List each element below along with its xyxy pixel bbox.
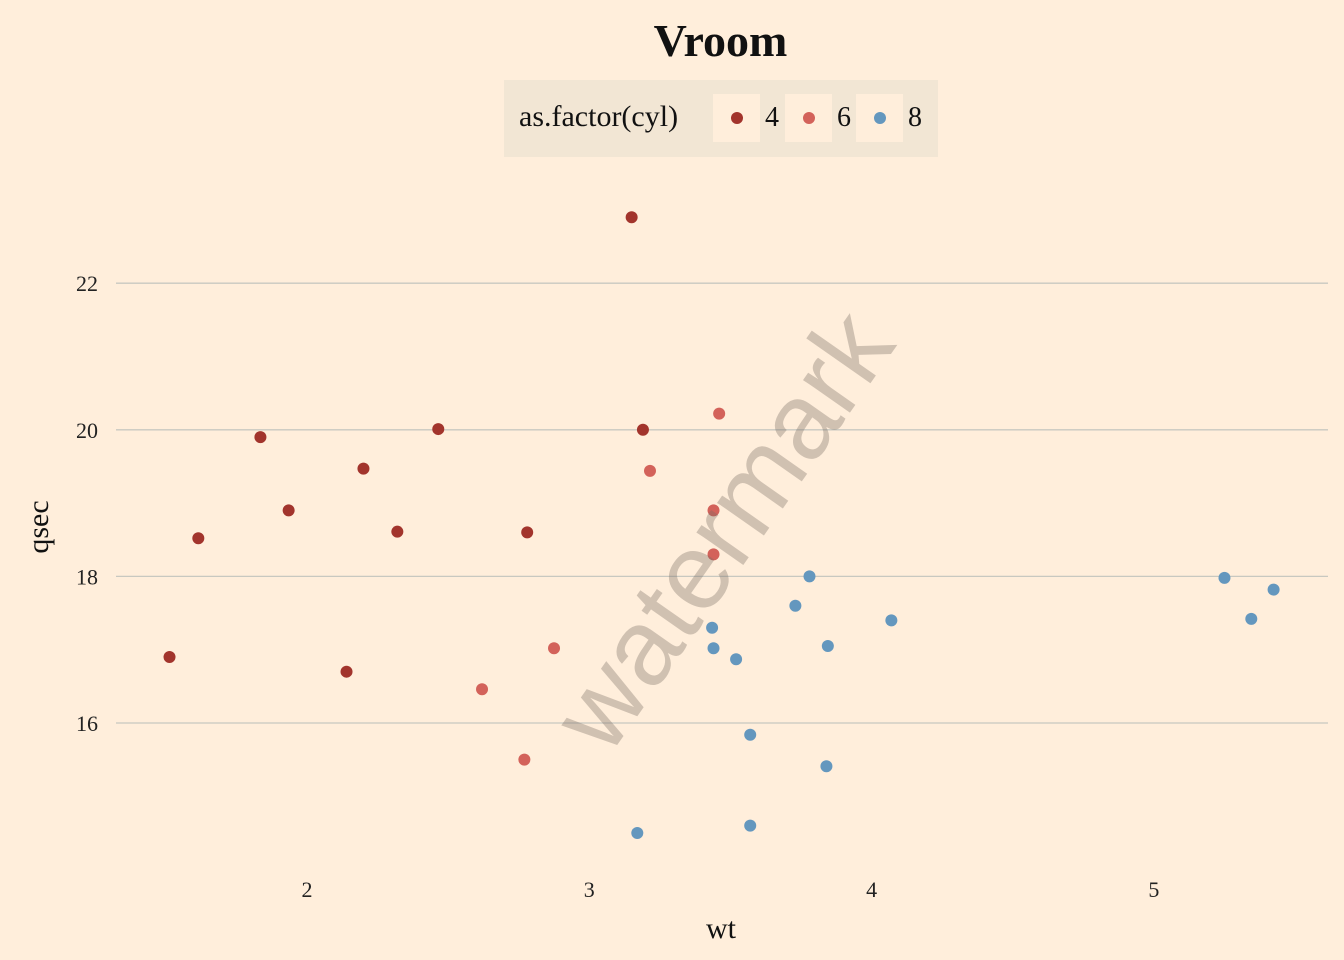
x-axis-label: wt [706, 912, 737, 945]
point-cyl4-5 [254, 431, 267, 444]
data-points [163, 211, 1280, 839]
y-tick-label-20: 20 [76, 418, 98, 443]
legend: as.factor(cyl) 4 6 8 [504, 80, 938, 157]
point-cyl6-0 [476, 683, 489, 696]
point-cyl4-3 [357, 462, 370, 475]
point-cyl4-7 [282, 504, 295, 517]
y-tick-labels: 16 18 20 22 [76, 271, 98, 736]
point-cyl8-0 [707, 642, 720, 655]
y-tick-label-18: 18 [76, 564, 98, 589]
legend-label-4: 4 [765, 102, 779, 133]
point-cyl8-6 [1267, 583, 1280, 596]
legend-label-8: 8 [908, 102, 922, 133]
point-cyl4-6 [432, 423, 445, 436]
point-cyl4-0 [391, 525, 404, 538]
point-cyl6-1 [548, 642, 561, 655]
x-tick-label-5: 5 [1148, 877, 1159, 902]
legend-marker-6 [803, 112, 815, 124]
legend-key-8 [856, 94, 903, 142]
legend-label-6: 6 [837, 102, 851, 133]
point-cyl6-4 [707, 548, 720, 561]
legend-marker-8 [874, 112, 886, 124]
point-cyl8-9 [706, 621, 719, 634]
y-tick-label-16: 16 [76, 711, 98, 736]
point-cyl8-5 [1218, 571, 1231, 584]
legend-title: as.factor(cyl) [519, 100, 679, 133]
point-cyl4-9 [163, 651, 176, 664]
x-tick-labels: 2 3 4 5 [302, 877, 1160, 902]
point-cyl8-1 [744, 728, 757, 741]
point-cyl8-10 [820, 760, 833, 773]
point-cyl4-10 [521, 526, 534, 539]
point-cyl8-13 [744, 819, 757, 832]
point-cyl8-3 [789, 599, 802, 612]
y-tick-label-22: 22 [76, 271, 98, 296]
point-cyl6-5 [707, 504, 720, 517]
legend-key-4 [713, 94, 760, 142]
chart-title: Vroom [653, 15, 788, 66]
point-cyl4-2 [625, 211, 638, 224]
point-cyl8-12 [631, 826, 644, 839]
x-tick-label-2: 2 [302, 877, 313, 902]
point-cyl8-2 [885, 614, 898, 627]
legend-marker-4 [731, 112, 743, 124]
y-axis-label: qsec [22, 500, 55, 553]
x-tick-label-4: 4 [866, 877, 877, 902]
point-cyl8-4 [803, 570, 816, 583]
point-cyl6-2 [643, 464, 656, 477]
point-cyl4-4 [192, 532, 205, 545]
point-cyl4-1 [636, 423, 649, 436]
point-cyl8-7 [1245, 612, 1258, 625]
point-cyl8-8 [730, 653, 743, 666]
legend-key-6 [785, 94, 832, 142]
point-cyl6-3 [713, 407, 726, 420]
point-cyl8-11 [821, 640, 834, 653]
point-cyl6-6 [518, 753, 531, 766]
grid-lines [116, 282, 1328, 724]
x-tick-label-3: 3 [584, 877, 595, 902]
point-cyl4-8 [340, 665, 353, 678]
